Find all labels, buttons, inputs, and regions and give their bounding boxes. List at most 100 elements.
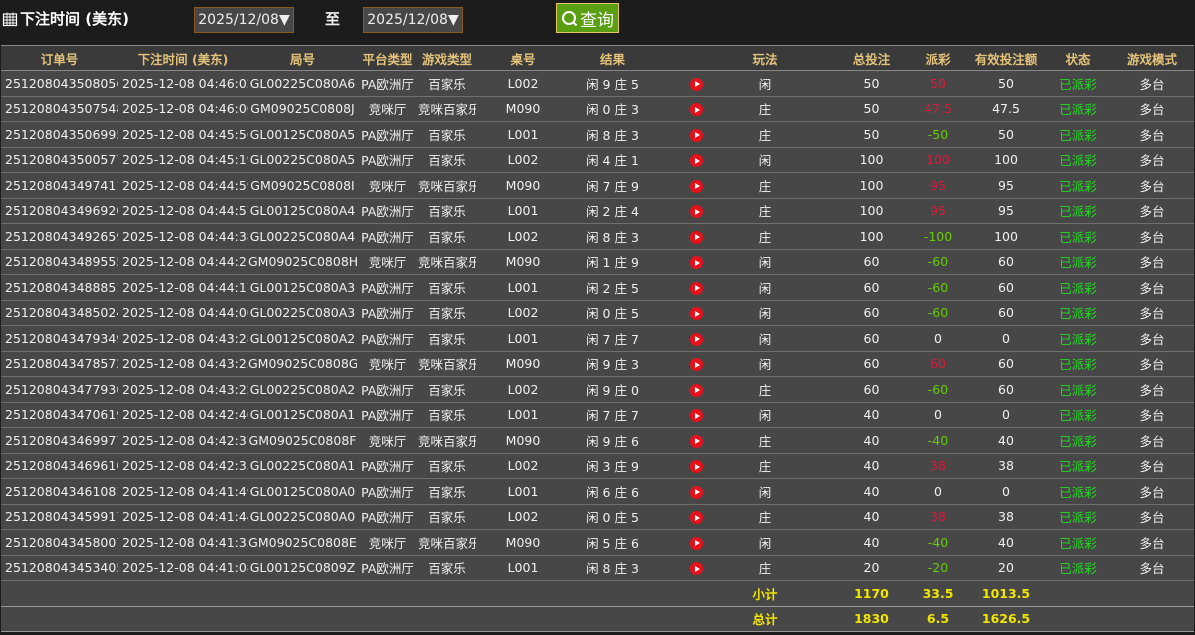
bet-time-cell: 2025-12-08 04:42:37 bbox=[118, 427, 248, 454]
replay-cell[interactable] bbox=[655, 249, 737, 275]
game-mode-cell: 多台 bbox=[1110, 325, 1194, 352]
replay-cell[interactable] bbox=[655, 376, 737, 403]
total-bet-cell: 50 bbox=[793, 121, 910, 148]
play-video-icon[interactable] bbox=[689, 128, 703, 142]
replay-cell[interactable] bbox=[655, 223, 737, 250]
replay-cell[interactable] bbox=[655, 402, 737, 428]
result-cell: 闲 9 庄 0 bbox=[570, 376, 655, 403]
replay-cell[interactable] bbox=[655, 172, 737, 199]
column-header[interactable]: 游戏模式 bbox=[1110, 45, 1194, 71]
play-video-icon[interactable] bbox=[689, 383, 703, 397]
search-icon bbox=[562, 10, 578, 26]
play-video-icon[interactable] bbox=[689, 511, 703, 525]
bet-time-cell: 2025-12-08 04:44:38 bbox=[118, 223, 248, 250]
replay-cell[interactable] bbox=[655, 70, 737, 97]
payout-cell: 47.5 bbox=[910, 96, 966, 122]
column-header[interactable]: 桌号 bbox=[476, 45, 570, 71]
start-date-select[interactable]: 2025/12/08 ▼ bbox=[194, 7, 294, 33]
play-video-icon[interactable] bbox=[689, 154, 703, 168]
status-cell: 已派彩 bbox=[1046, 249, 1110, 275]
game-type-cell: 百家乐 bbox=[418, 70, 476, 97]
column-header[interactable]: 状态 bbox=[1046, 45, 1110, 71]
play-video-icon[interactable] bbox=[689, 536, 703, 550]
play-video-icon[interactable] bbox=[689, 332, 703, 346]
table-row: 251208043485024 2025-12-08 04:44:00 GL0022… bbox=[1, 300, 1194, 326]
order-id-cell: 251208043461081 bbox=[1, 478, 118, 505]
play-video-icon[interactable] bbox=[689, 281, 703, 295]
replay-cell[interactable] bbox=[655, 504, 737, 530]
table-row: 251208043508056 2025-12-08 04:46:02 GL0022… bbox=[1, 70, 1194, 97]
game-mode-cell: 多台 bbox=[1110, 249, 1194, 275]
play-video-icon[interactable] bbox=[689, 179, 703, 193]
effective-bet-cell: 100 bbox=[966, 223, 1046, 250]
replay-cell[interactable] bbox=[655, 555, 737, 581]
order-id-cell: 251208043469977 bbox=[1, 427, 118, 454]
total-bet-cell: 40 bbox=[793, 402, 910, 428]
column-header[interactable]: 总投注 bbox=[793, 45, 910, 71]
bet-type-cell: 庄 bbox=[737, 504, 793, 530]
play-video-icon[interactable] bbox=[689, 358, 703, 372]
replay-cell[interactable] bbox=[655, 96, 737, 122]
replay-cell[interactable] bbox=[655, 274, 737, 301]
platform-type-cell: 竞咪厅 bbox=[357, 249, 418, 275]
round-id-cell: GL00125C080A2 bbox=[248, 325, 357, 352]
replay-cell[interactable] bbox=[655, 147, 737, 173]
play-video-icon[interactable] bbox=[689, 307, 703, 321]
order-id-cell: 251208043500577 bbox=[1, 147, 118, 173]
table-row: 251208043470619 2025-12-08 04:42:40 GL0012… bbox=[1, 402, 1194, 428]
column-header[interactable]: 下注时间 (美东) bbox=[118, 45, 248, 71]
replay-cell[interactable] bbox=[655, 478, 737, 505]
replay-cell[interactable] bbox=[655, 325, 737, 352]
table-id-cell: L001 bbox=[476, 325, 570, 352]
play-video-icon[interactable] bbox=[689, 409, 703, 423]
table-id-cell: L001 bbox=[476, 274, 570, 301]
column-header[interactable]: 结果 bbox=[570, 45, 655, 71]
end-date-select[interactable]: 2025/12/08 ▼ bbox=[363, 7, 463, 33]
column-header[interactable]: 游戏类型 bbox=[418, 45, 476, 71]
order-id-cell: 251208043459917 bbox=[1, 504, 118, 530]
play-video-icon[interactable] bbox=[689, 562, 703, 576]
play-video-icon[interactable] bbox=[689, 256, 703, 270]
calendar-icon bbox=[2, 12, 18, 26]
play-video-icon[interactable] bbox=[689, 460, 703, 474]
column-header[interactable]: 平台类型 bbox=[357, 45, 418, 71]
replay-cell[interactable] bbox=[655, 198, 737, 224]
round-id-cell: GL00125C080A1 bbox=[248, 402, 357, 428]
column-header[interactable]: 订单号 bbox=[1, 45, 118, 71]
order-id-cell: 251208043488851 bbox=[1, 274, 118, 301]
total-bet-cell: 40 bbox=[793, 427, 910, 454]
column-header[interactable]: 局号 bbox=[248, 45, 357, 71]
bet-time-cell: 2025-12-08 04:43:28 bbox=[118, 325, 248, 352]
replay-cell[interactable] bbox=[655, 453, 737, 479]
play-video-icon[interactable] bbox=[689, 485, 703, 499]
column-header[interactable] bbox=[655, 45, 737, 71]
effective-bet-cell: 0 bbox=[966, 325, 1046, 352]
play-video-icon[interactable] bbox=[689, 434, 703, 448]
end-date-value: 2025/12/08 bbox=[367, 12, 448, 28]
bet-type-cell: 闲 bbox=[737, 147, 793, 173]
game-type-cell: 竞咪百家乐 bbox=[418, 96, 476, 122]
platform-type-cell: PA欧洲厅 bbox=[357, 70, 418, 97]
replay-cell[interactable] bbox=[655, 529, 737, 556]
column-header[interactable]: 派彩 bbox=[910, 45, 966, 71]
replay-cell[interactable] bbox=[655, 121, 737, 148]
order-id-cell: 251208043485024 bbox=[1, 300, 118, 326]
table-row: 251208043469977 2025-12-08 04:42:37 GM0902… bbox=[1, 427, 1194, 454]
result-cell: 闲 9 庄 5 bbox=[570, 70, 655, 97]
play-video-icon[interactable] bbox=[689, 77, 703, 91]
play-video-icon[interactable] bbox=[689, 205, 703, 219]
play-video-icon[interactable] bbox=[689, 103, 703, 117]
bet-records-table: 订单号 下注时间 (美东) 局号 平台类型 游戏类型 桌号 结果 玩法 总投注 派彩 有效投注额 状态… bbox=[1, 45, 1194, 632]
replay-cell[interactable] bbox=[655, 427, 737, 454]
query-button[interactable]: 查询 bbox=[556, 3, 619, 33]
game-mode-cell: 多台 bbox=[1110, 376, 1194, 403]
replay-cell[interactable] bbox=[655, 351, 737, 377]
table-id-cell: M090 bbox=[476, 427, 570, 454]
column-header[interactable]: 有效投注额 bbox=[966, 45, 1046, 71]
play-video-icon[interactable] bbox=[689, 230, 703, 244]
column-header[interactable]: 玩法 bbox=[737, 45, 793, 71]
game-mode-cell: 多台 bbox=[1110, 504, 1194, 530]
replay-cell[interactable] bbox=[655, 300, 737, 326]
game-mode-cell: 多台 bbox=[1110, 198, 1194, 224]
table-row: 251208043507548 2025-12-08 04:46:00 GM0902… bbox=[1, 96, 1194, 122]
